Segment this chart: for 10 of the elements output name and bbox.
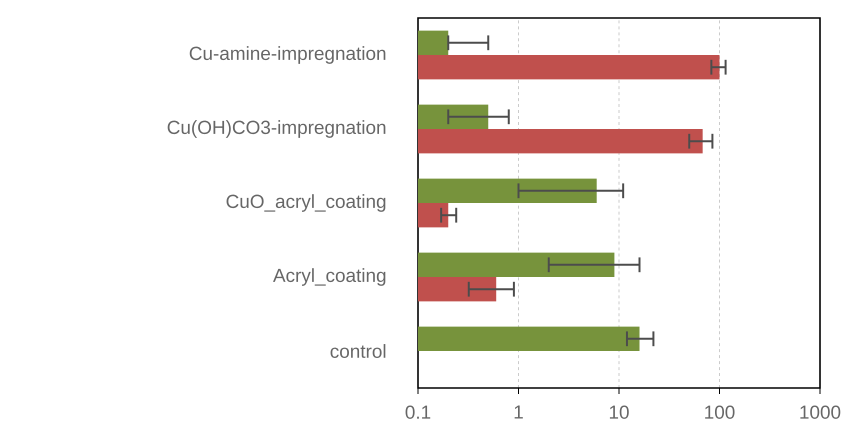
x-tick-label: 1000 — [800, 405, 840, 419]
x-tick-label: 10 — [610, 405, 629, 419]
y-tick-label: control — [330, 344, 386, 358]
x-tick-label: 100 — [705, 405, 735, 419]
y-tick-label: Cu-amine-impregnation — [190, 46, 386, 64]
y-tick-label: Cu(OH)CO3-impregnation — [168, 120, 386, 138]
y-tick-label: CuO_acryl_coating — [226, 194, 386, 212]
x-tick-label: 0.1 — [406, 405, 430, 419]
y-tick-label: Acryl_coating — [273, 268, 386, 286]
x-tick-label: 1 — [514, 405, 523, 418]
